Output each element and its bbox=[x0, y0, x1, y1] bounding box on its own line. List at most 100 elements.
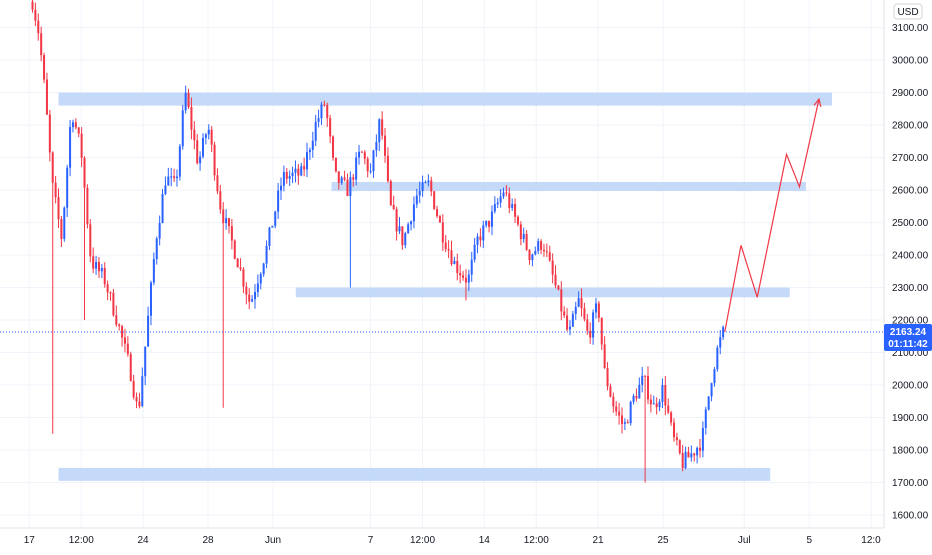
candle-up bbox=[641, 375, 644, 385]
candle-down bbox=[589, 330, 592, 338]
candle-up bbox=[537, 241, 540, 252]
candle-down bbox=[548, 252, 551, 261]
candle-up bbox=[638, 384, 641, 399]
candle-down bbox=[352, 177, 355, 180]
candle-down bbox=[213, 144, 216, 176]
candle-down bbox=[644, 375, 647, 377]
candle-down bbox=[609, 386, 612, 397]
time-tick-label: Jun bbox=[265, 535, 281, 546]
time-tick-label: 14 bbox=[479, 535, 491, 546]
candle-down bbox=[678, 440, 681, 454]
candle-down bbox=[31, 1, 34, 10]
candle-up bbox=[571, 313, 574, 327]
candle-down bbox=[248, 294, 251, 302]
candle-up bbox=[453, 260, 456, 264]
candle-up bbox=[152, 259, 155, 283]
candle-down bbox=[557, 285, 560, 290]
price-tick-label: 2500.00 bbox=[892, 218, 929, 229]
candle-down bbox=[386, 155, 389, 182]
candle-down bbox=[74, 122, 77, 128]
candle-up bbox=[262, 263, 265, 275]
candle-up bbox=[421, 182, 424, 192]
candle-up bbox=[707, 396, 710, 410]
candle-up bbox=[300, 166, 303, 176]
candle-up bbox=[277, 190, 280, 212]
candle-up bbox=[340, 177, 343, 183]
time-tick-label: 21 bbox=[592, 535, 604, 546]
candle-down bbox=[438, 216, 441, 223]
candle-down bbox=[566, 315, 569, 330]
candle-down bbox=[193, 129, 196, 141]
candle-down bbox=[664, 385, 667, 406]
price-tick-label: 1700.00 bbox=[892, 478, 929, 489]
candle-up bbox=[522, 233, 525, 240]
price-tick-label: 2800.00 bbox=[892, 121, 929, 132]
candle-up bbox=[100, 267, 103, 272]
candle-up bbox=[204, 134, 207, 138]
candle-down bbox=[600, 317, 603, 345]
candle-down bbox=[450, 250, 453, 264]
candle-down bbox=[219, 191, 222, 210]
candle-down bbox=[514, 204, 517, 217]
candle-up bbox=[149, 282, 152, 316]
candle-down bbox=[479, 236, 482, 241]
candle-up bbox=[291, 172, 294, 177]
price-tick-label: 1900.00 bbox=[892, 413, 929, 424]
candle-up bbox=[349, 177, 352, 197]
currency-label: USD bbox=[897, 7, 918, 18]
candle-up bbox=[719, 337, 722, 348]
candle-down bbox=[433, 191, 436, 210]
candle-up bbox=[690, 453, 693, 458]
candle-up bbox=[502, 192, 505, 197]
candle-up bbox=[490, 211, 493, 227]
candle-down bbox=[121, 326, 124, 338]
candle-down bbox=[126, 343, 129, 355]
candle-up bbox=[251, 299, 254, 302]
candle-down bbox=[236, 258, 239, 268]
projection-arrowhead bbox=[813, 97, 822, 108]
candle-up bbox=[482, 225, 485, 241]
candle-up bbox=[701, 427, 704, 451]
candle-down bbox=[586, 319, 589, 331]
candle-up bbox=[225, 218, 228, 224]
currency-badge[interactable] bbox=[893, 3, 923, 20]
candle-up bbox=[158, 223, 161, 239]
price-tick-label: 1600.00 bbox=[892, 511, 929, 522]
candle-down bbox=[227, 218, 231, 227]
candle-down bbox=[97, 262, 100, 272]
candle-down bbox=[464, 277, 467, 283]
candle-down bbox=[456, 260, 459, 273]
candle-down bbox=[138, 401, 141, 407]
price-zone bbox=[58, 92, 832, 106]
candle-down bbox=[687, 451, 690, 458]
candle-up bbox=[418, 191, 421, 196]
candle-up bbox=[199, 156, 202, 164]
candle-up bbox=[415, 195, 418, 205]
candle-down bbox=[519, 224, 522, 240]
time-tick-label: 17 bbox=[24, 535, 36, 546]
candle-down bbox=[103, 267, 106, 285]
candle-down bbox=[508, 193, 511, 208]
bar-countdown: 01:11:42 bbox=[888, 339, 928, 350]
time-axis[interactable]: 17 12:00 24 28 Jun 7 12:00 14 12:00 21 25 Jul 5 12:0 bbox=[24, 535, 881, 546]
candle-up bbox=[704, 409, 707, 428]
candle-down bbox=[77, 127, 80, 134]
candle-up bbox=[265, 245, 268, 264]
price-axis[interactable]: 1600.00 1700.00 1800.00 1900.00 2000.00 2100.… bbox=[892, 23, 929, 521]
candle-up bbox=[473, 244, 476, 260]
candle-up bbox=[253, 292, 257, 300]
candle-up bbox=[531, 254, 534, 261]
candle-down bbox=[693, 453, 696, 456]
candle-down bbox=[230, 226, 233, 241]
time-tick-label: 24 bbox=[137, 535, 149, 546]
candle-down bbox=[86, 187, 89, 225]
candle-down bbox=[540, 241, 543, 250]
price-tick-label: 3000.00 bbox=[892, 56, 929, 67]
candle-down bbox=[675, 437, 678, 441]
candle-up bbox=[592, 312, 595, 338]
candle-down bbox=[109, 292, 112, 294]
candle-down bbox=[516, 216, 519, 225]
candle-up bbox=[496, 202, 499, 205]
